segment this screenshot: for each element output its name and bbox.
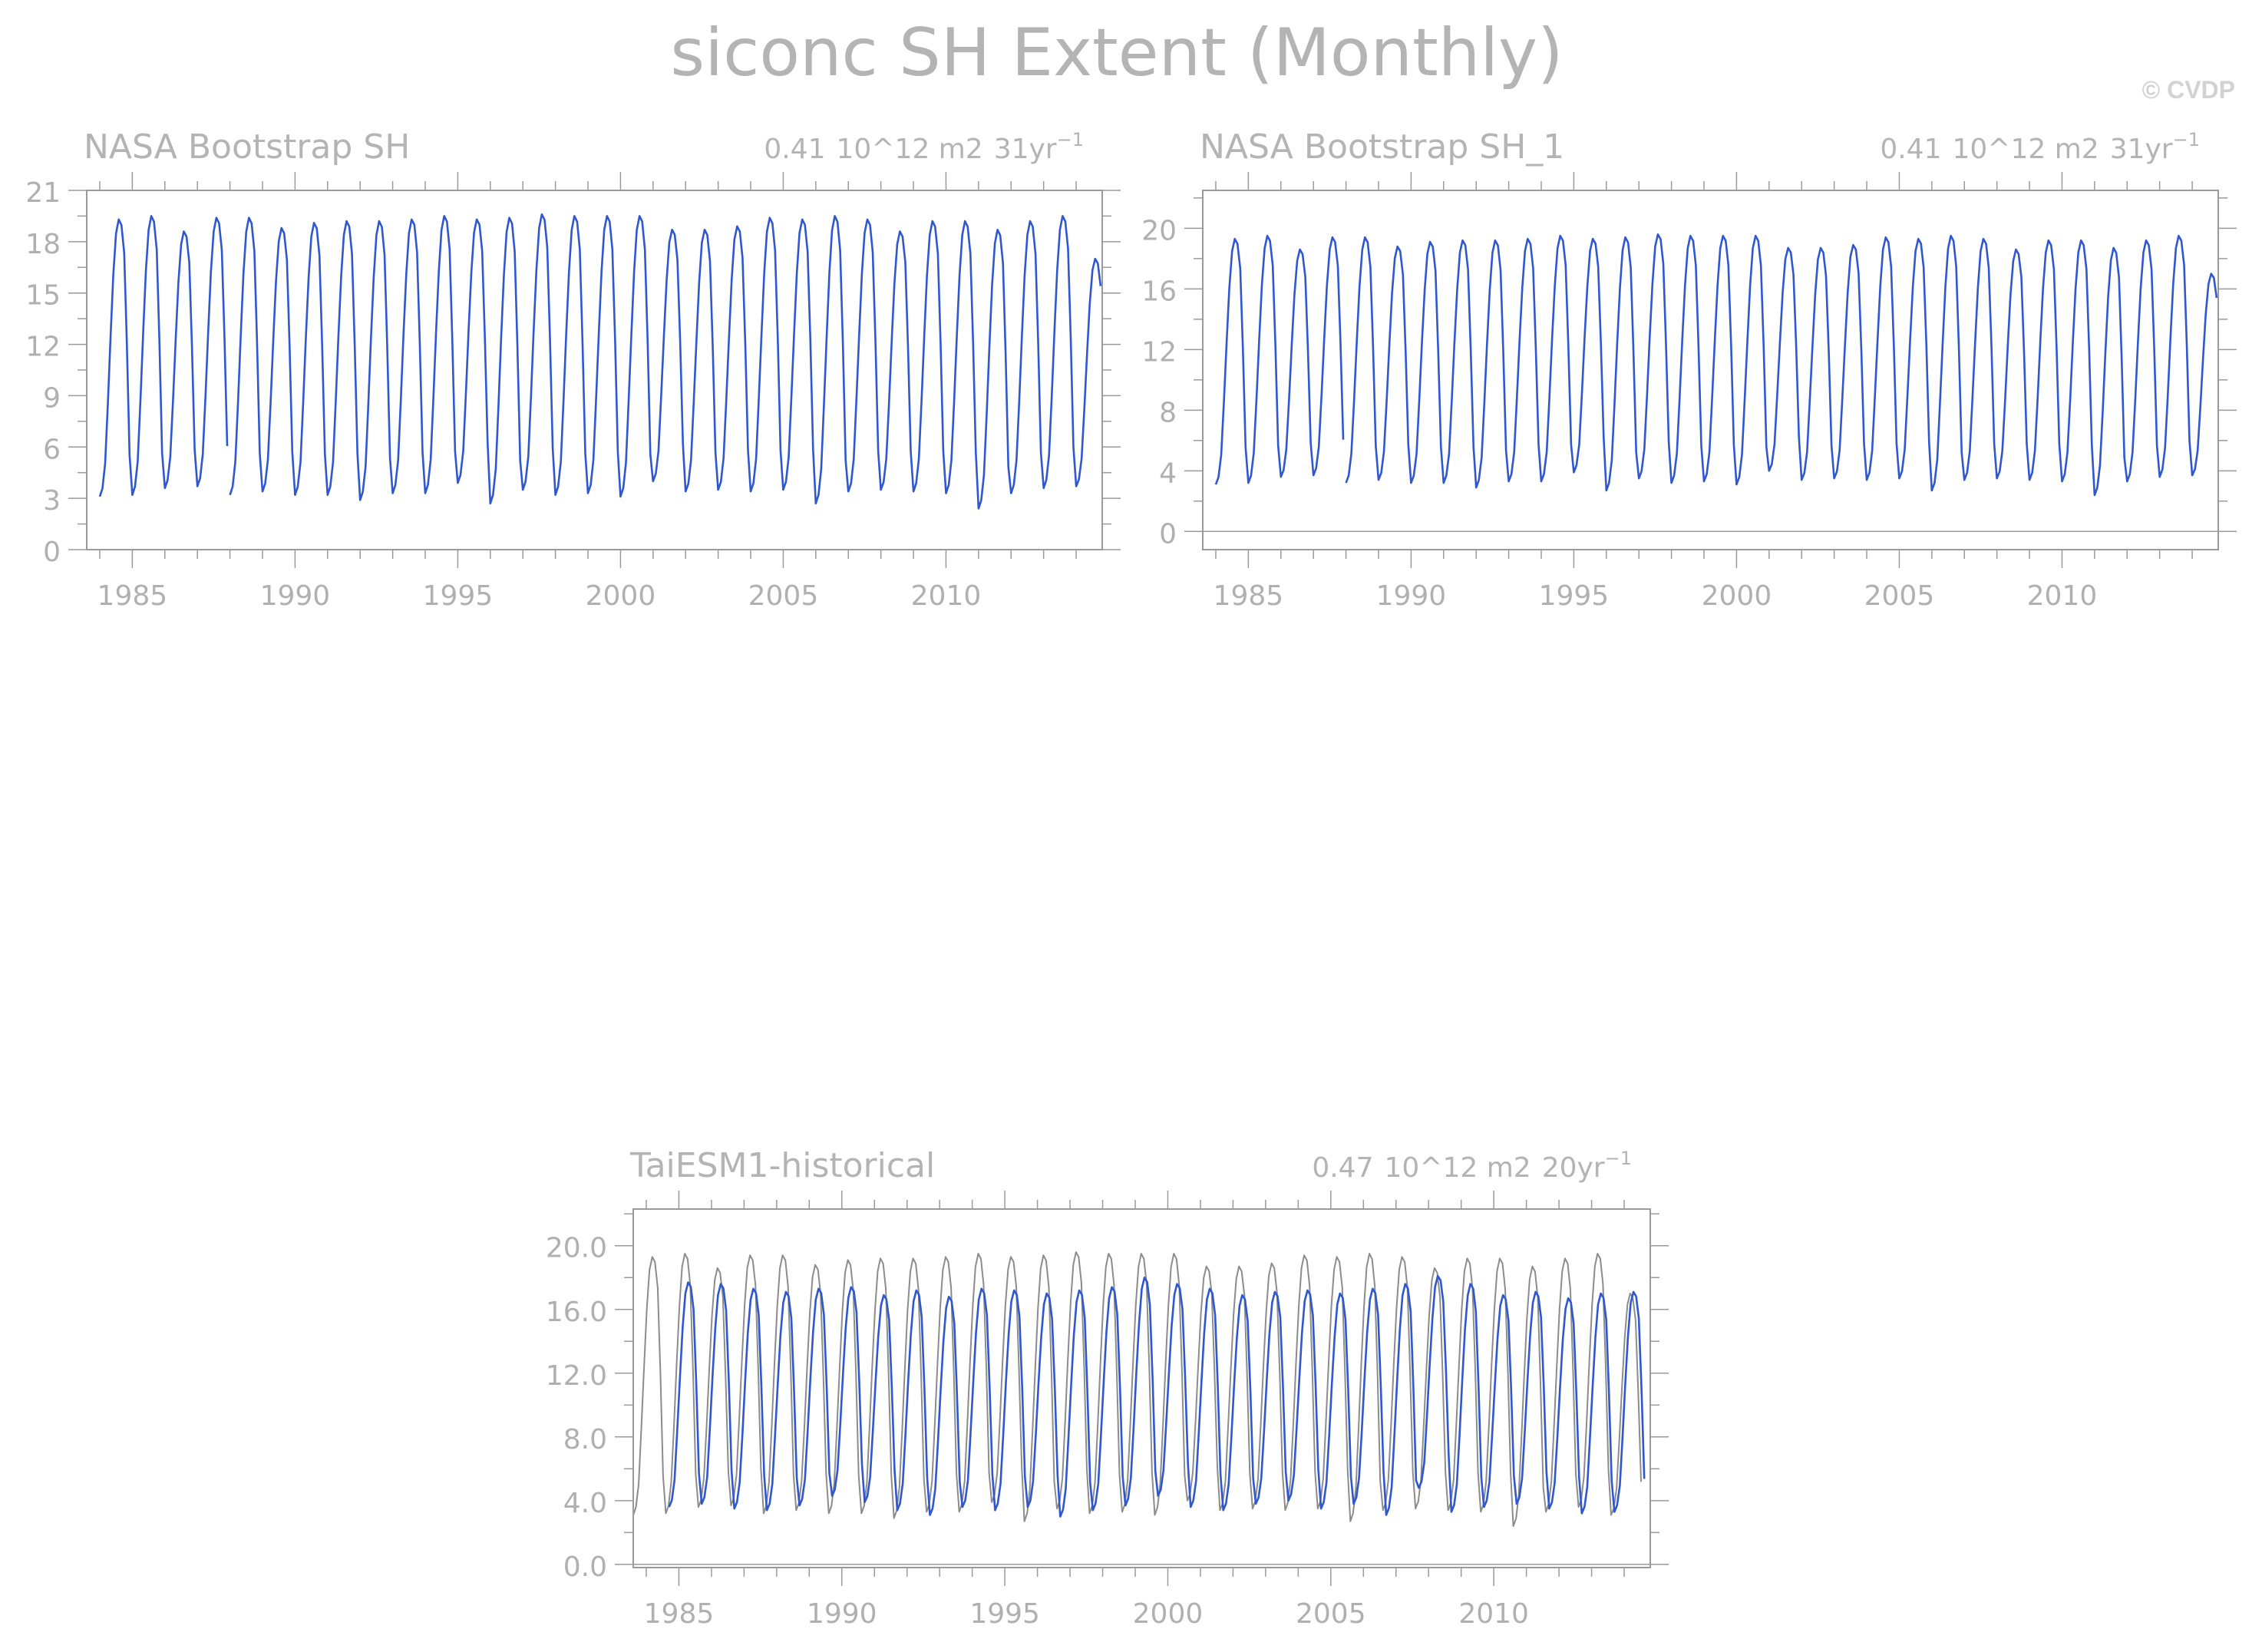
y-tick-label: 0.0 <box>563 1551 607 1583</box>
cvdp-credit: © CVDP <box>2142 76 2235 104</box>
trend-units: 10^12 m2 <box>1384 1152 1531 1184</box>
trend-value: 0.47 <box>1312 1152 1373 1184</box>
trend-period: 31yr <box>2110 134 2173 165</box>
x-tick-label: 2010 <box>1458 1598 1529 1630</box>
y-tick-label: 21 <box>25 177 61 209</box>
trend-units: 10^12 m2 <box>1952 134 2099 165</box>
panel-title: NASA Bootstrap SH <box>84 127 410 167</box>
y-tick-label: 3 <box>43 485 61 517</box>
x-tick-label: 1990 <box>807 1598 877 1630</box>
figure-title: siconc SH Extent (Monthly) <box>670 15 1563 91</box>
x-tick-label: 1995 <box>1539 580 1610 612</box>
y-tick-label: 8.0 <box>563 1424 607 1455</box>
trend-period: 31yr <box>994 134 1057 165</box>
y-tick-label: 16 <box>1141 276 1177 307</box>
panel-title: TaiESM1-historical <box>629 1146 935 1185</box>
x-tick-label: 2000 <box>1133 1598 1204 1630</box>
y-tick-label: 0 <box>1159 518 1177 550</box>
y-tick-label: 20 <box>1141 215 1177 246</box>
y-tick-label: 12.0 <box>546 1360 607 1392</box>
y-tick-label: 8 <box>1159 397 1177 428</box>
y-tick-label: 12 <box>1141 336 1177 368</box>
x-tick-label: 1985 <box>1214 580 1284 612</box>
x-tick-label: 1990 <box>1376 580 1447 612</box>
observed-series-line <box>632 1251 1642 1527</box>
trend-annotation: 0.41 10^12 m2 31yr−1 <box>764 129 1084 165</box>
trend-units: 10^12 m2 <box>836 134 982 165</box>
panel-nasa-bootstrap-sh-1: NASA Bootstrap SH_1 0.41 10^12 m2 31yr−1 0 4 8… <box>1141 127 2237 612</box>
observed-series-line <box>98 213 1102 510</box>
trend-period: 20yr <box>1542 1152 1605 1184</box>
x-tick-label: 1985 <box>97 580 168 612</box>
observed-series-line <box>1214 233 2218 497</box>
y-tick-label: 0 <box>43 537 61 568</box>
x-tick-label: 2005 <box>748 580 819 612</box>
plot-frame <box>1202 190 2219 550</box>
x-tick-label: 1995 <box>423 580 494 612</box>
panel-taiesm1-historical: TaiESM1-historical 0.47 10^12 m2 20yr−1 0.0 4… <box>546 1146 1669 1630</box>
x-tick-label: 2000 <box>586 580 656 612</box>
panel-title: NASA Bootstrap SH_1 <box>1200 127 1564 167</box>
x-tick-label: 1985 <box>644 1598 715 1630</box>
trend-exponent: −1 <box>1057 129 1084 150</box>
x-tick-label: 2005 <box>1296 1598 1366 1630</box>
y-tick-label: 4 <box>1159 458 1177 489</box>
x-tick-label: 2005 <box>1864 580 1935 612</box>
y-tick-label: 16.0 <box>546 1297 607 1328</box>
trend-exponent: −1 <box>2173 129 2200 150</box>
panel-nasa-bootstrap-sh: NASA Bootstrap SH 0.41 10^12 m2 31yr−1 0 3 6 9 1… <box>25 127 1121 612</box>
model-series-line <box>668 1274 1646 1518</box>
plot-frame <box>632 1208 1651 1568</box>
trend-annotation: 0.41 10^12 m2 31yr−1 <box>1880 129 2200 165</box>
y-tick-label: 15 <box>25 280 61 312</box>
y-tick-label: 6 <box>43 434 61 465</box>
y-tick-label: 4.0 <box>563 1488 607 1519</box>
x-tick-label: 2010 <box>911 580 982 612</box>
trend-value: 0.41 <box>764 134 825 165</box>
x-tick-label: 1990 <box>260 580 331 612</box>
trend-annotation: 0.47 10^12 m2 20yr−1 <box>1312 1148 1632 1184</box>
y-tick-label: 18 <box>25 229 61 260</box>
y-tick-label: 9 <box>43 382 61 414</box>
trend-value: 0.41 <box>1880 134 1941 165</box>
x-tick-label: 2010 <box>2027 580 2098 612</box>
x-tick-label: 1995 <box>969 1598 1040 1630</box>
trend-exponent: −1 <box>1605 1148 1632 1169</box>
y-tick-label: 20.0 <box>546 1233 607 1264</box>
x-tick-label: 2000 <box>1702 580 1772 612</box>
y-tick-label: 12 <box>25 332 61 363</box>
